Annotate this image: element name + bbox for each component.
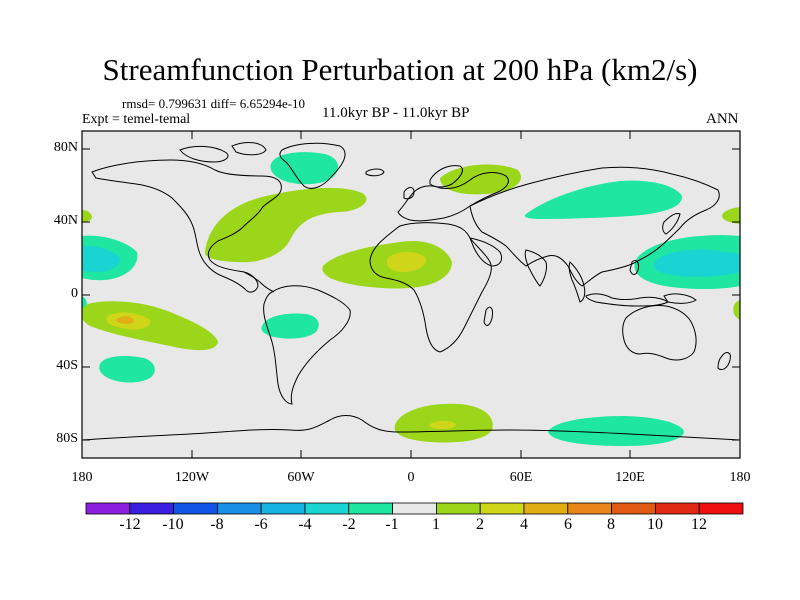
coast-philippines: [629, 259, 639, 275]
colorbar-box: [304, 502, 350, 515]
y-tick-marks: [82, 148, 740, 441]
season-label: ANN: [706, 111, 739, 127]
colorbar-label: -8: [210, 516, 224, 533]
colorbar-box: [523, 502, 569, 515]
coast-se-asia: [568, 261, 586, 303]
colorbar-box: [173, 502, 218, 515]
x-label-60w: 60W: [287, 470, 315, 485]
colorbar-label: -12: [119, 516, 141, 533]
coast-new-zealand: [717, 352, 731, 371]
coast-greenland: [279, 142, 346, 189]
x-label-180-right: 180: [729, 470, 751, 485]
negative-region-south-america: [261, 313, 319, 339]
colorbar-label: 8: [607, 516, 615, 533]
coast-australia: [622, 305, 697, 361]
colorbar-box: [479, 502, 525, 515]
coast-central-america: [243, 271, 275, 293]
y-label-0: 0: [71, 286, 78, 301]
coast-india: [524, 249, 547, 287]
x-label-0: 0: [407, 470, 415, 485]
negative-region-southern-ocean: [548, 416, 684, 446]
colorbar-label: 12: [691, 516, 707, 533]
positive-region-south-pacific-core: [116, 316, 134, 324]
experiment-label: Expt = temel-temal: [82, 112, 191, 127]
positive-region-greenland: [440, 164, 522, 195]
colorbar-box: [85, 502, 131, 515]
positive-region-east-south: [733, 300, 740, 320]
positive-region-antarctic-inner: [429, 421, 456, 430]
colorbar-box: [392, 502, 437, 515]
period-label: 11.0kyr BP - 11.0kyr BP: [322, 105, 470, 121]
map-background: [82, 131, 740, 458]
x-label-120e: 120E: [615, 470, 645, 485]
figure-title: Streamfunction Perturbation at 200 hPa (…: [102, 52, 698, 87]
positive-region-atlantic: [204, 187, 367, 263]
colorbar-label: 6: [564, 516, 572, 533]
y-label-40n: 40N: [53, 213, 78, 228]
colorbar-box: [260, 502, 306, 515]
coast-europe: [397, 172, 509, 222]
coast-asia: [469, 166, 720, 287]
colorbar-box: [611, 502, 656, 515]
coast-south-america: [263, 285, 351, 405]
colorbar-label: 4: [520, 516, 528, 533]
colorbar-box: [348, 502, 393, 515]
colorbar-box: [435, 502, 481, 515]
coastlines: [82, 142, 740, 441]
coast-north-america: [91, 159, 282, 293]
y-label-40s: 40S: [56, 358, 78, 373]
x-tick-marks: [81, 131, 741, 458]
coast-british-isles: [403, 187, 415, 200]
colorbar-label: 1: [432, 516, 440, 533]
stats-line: rmsd= 0.799631 diff= 6.65294e-10: [122, 96, 306, 111]
coast-arabia: [469, 237, 503, 267]
y-label-80n: 80N: [53, 140, 78, 155]
coast-japan: [662, 213, 681, 235]
x-label-180-left: 180: [71, 470, 93, 485]
coast-iceland: [365, 168, 385, 177]
streamfunction-contours: [82, 152, 740, 446]
negative-region-south-pacific: [99, 356, 155, 383]
coast-madagascar: [483, 306, 493, 326]
y-label-80s: 80S: [56, 431, 78, 446]
positive-region-africa: [322, 240, 452, 289]
colorbar-label: -4: [298, 516, 312, 533]
negative-region-west-pacific-inner: [653, 249, 740, 277]
x-label-120w: 120W: [174, 470, 210, 485]
positive-region-africa-inner: [386, 252, 427, 272]
coast-new-guinea: [663, 293, 697, 304]
negative-region-east-asia: [524, 180, 683, 219]
colorbar-label: 2: [476, 516, 484, 533]
colorbar-box: [216, 502, 262, 515]
coast-antarctica: [82, 415, 740, 441]
colorbar: [85, 502, 744, 515]
colorbar-box: [655, 502, 700, 515]
x-label-60e: 60E: [509, 470, 533, 485]
colorbar-label: -1: [385, 516, 399, 533]
negative-region-west-edge-south: [82, 296, 87, 308]
colorbar-label: 10: [647, 516, 663, 533]
coast-canadian-islands: [179, 142, 267, 163]
positive-region-west-edge: [82, 210, 92, 222]
negative-region-pacific-west-inner: [82, 245, 121, 272]
positive-region-east-edge: [722, 207, 740, 224]
colorbar-box: [129, 502, 175, 515]
colorbar-label: -10: [162, 516, 184, 533]
colorbar-label: -2: [342, 516, 356, 533]
negative-region-greenland: [270, 152, 339, 185]
colorbar-box: [567, 502, 612, 515]
coast-scandinavia: [429, 165, 463, 188]
colorbar-label: -6: [254, 516, 268, 533]
colorbar-box: [698, 502, 744, 515]
